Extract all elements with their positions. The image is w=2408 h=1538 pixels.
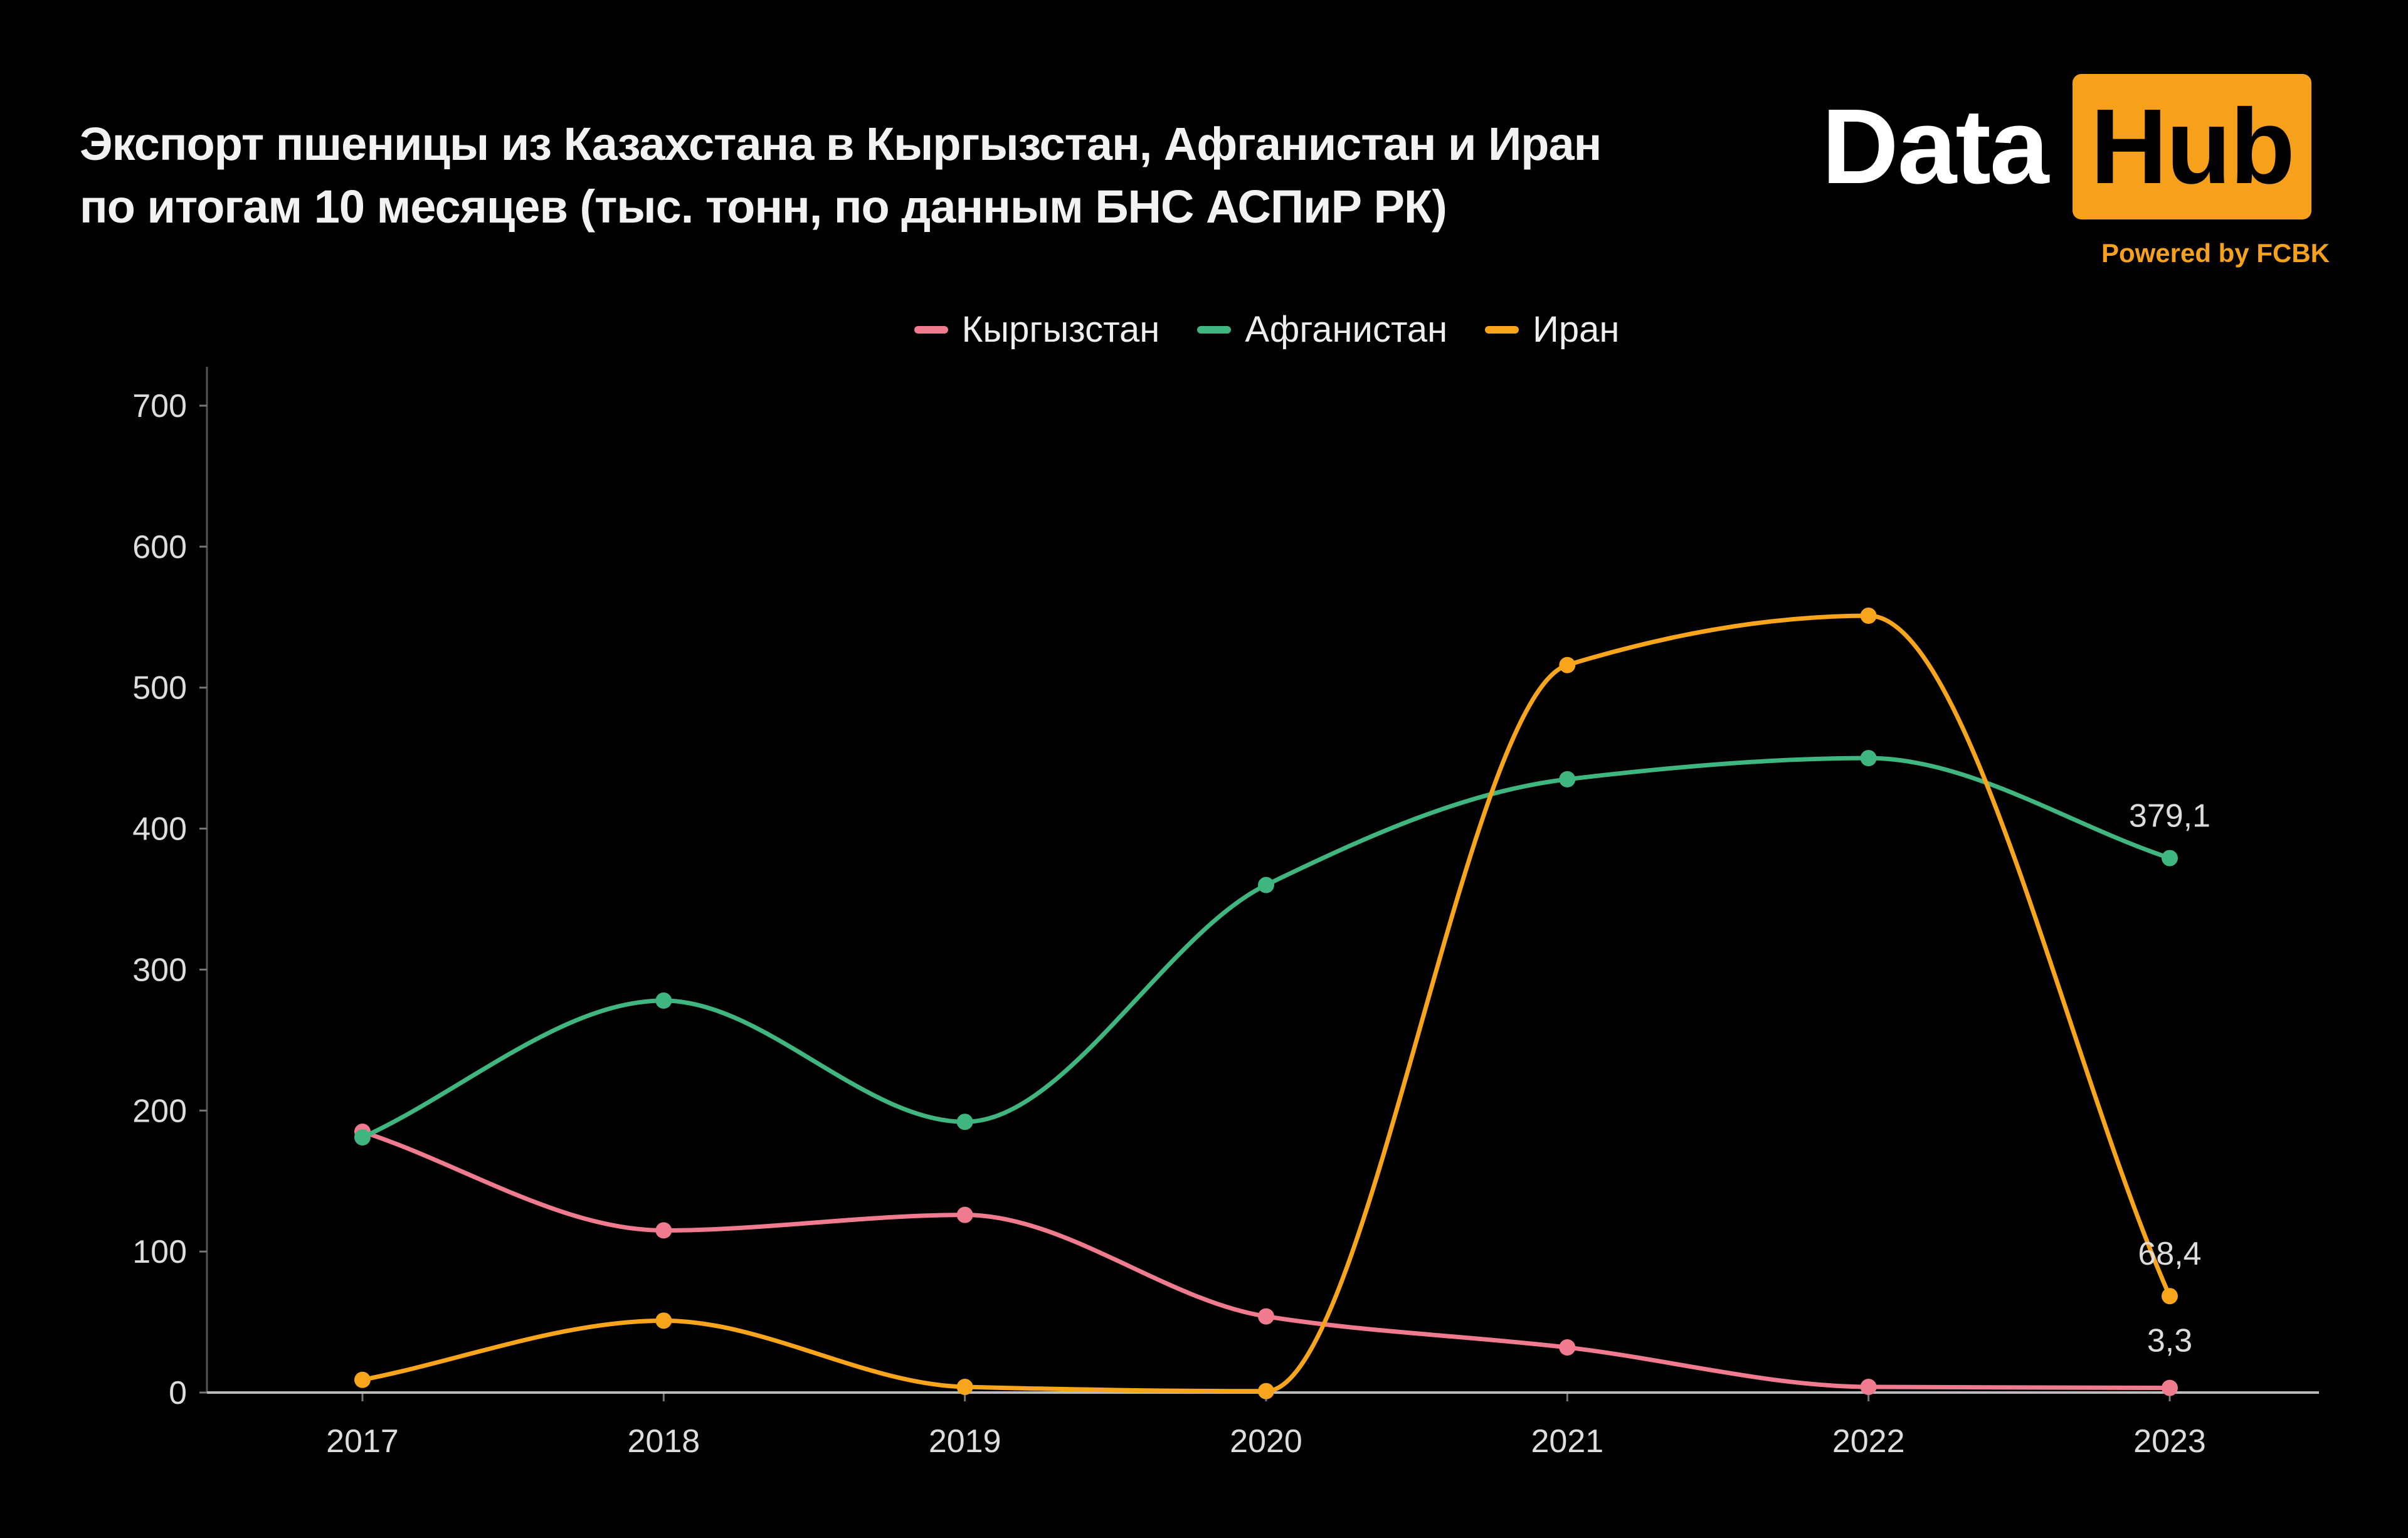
legend-swatch: [1197, 325, 1232, 334]
y-tick-label: 400: [132, 811, 187, 848]
y-tick-label: 500: [132, 670, 187, 707]
x-tick-label: 2023: [2133, 1423, 2206, 1460]
data-point: [956, 1114, 973, 1130]
data-point: [1860, 608, 1877, 624]
data-point: [1860, 750, 1877, 767]
data-point: [956, 1379, 973, 1396]
data-point: [655, 1312, 672, 1329]
data-point: [956, 1206, 973, 1223]
data-label: 3,3: [2147, 1323, 2192, 1359]
data-point: [1860, 1379, 1877, 1396]
legend-label: Кыргызстан: [961, 309, 1160, 350]
data-point: [1559, 771, 1576, 787]
data-point: [655, 1222, 672, 1239]
logo-tagline: Powered by FCBK: [2101, 238, 2330, 268]
y-tick-label: 600: [132, 529, 187, 566]
logo-word-hub: Hub: [2073, 74, 2311, 219]
chart-title: Экспорт пшеницы из Казахстана в Кыргызст…: [80, 113, 1602, 238]
legend-item[interactable]: Иран: [1485, 308, 1619, 350]
legend-item[interactable]: Афганистан: [1197, 308, 1447, 350]
series-line: [360, 1129, 2172, 1391]
data-point: [2162, 1379, 2178, 1396]
legend: Кыргызстан Афганистан Иран: [0, 308, 2408, 350]
logo-word-data: Data: [1822, 87, 2049, 206]
x-tick-label: 2019: [929, 1423, 1001, 1460]
series-line: [360, 613, 2172, 1394]
y-tick-label: 300: [132, 952, 187, 988]
y-tick-label: 0: [169, 1375, 187, 1411]
title-line-2: по итогам 10 месяцев (тыс. тонн, по данн…: [80, 181, 1447, 233]
data-point: [354, 1371, 371, 1388]
legend-swatch: [914, 325, 948, 334]
y-tick-label: 100: [132, 1234, 187, 1270]
data-point: [1258, 1383, 1274, 1399]
x-tick-label: 2020: [1230, 1423, 1302, 1460]
data-point: [1258, 1308, 1274, 1325]
datahub-logo: Data Hub: [1822, 74, 2311, 219]
x-tick-label: 2021: [1531, 1423, 1603, 1460]
data-label: 68,4: [2138, 1236, 2201, 1272]
x-tick-label: 2022: [1832, 1423, 1905, 1460]
legend-label: Афганистан: [1245, 309, 1448, 350]
data-point: [1258, 877, 1274, 893]
y-tick-label: 200: [132, 1093, 187, 1129]
data-point: [2162, 1288, 2178, 1305]
data-point: [1559, 656, 1576, 673]
data-point: [2162, 850, 2178, 866]
y-tick-label: 700: [132, 388, 187, 424]
data-point: [1559, 1339, 1576, 1356]
series-line: [360, 756, 2172, 1140]
data-point: [655, 992, 672, 1009]
data-point: [354, 1129, 371, 1146]
data-label: 379,1: [2129, 798, 2210, 835]
legend-label: Иран: [1533, 309, 1620, 350]
x-tick-label: 2017: [326, 1423, 399, 1460]
x-tick-label: 2018: [627, 1423, 700, 1460]
title-line-1: Экспорт пшеницы из Казахстана в Кыргызст…: [80, 118, 1602, 170]
legend-swatch: [1485, 325, 1519, 334]
legend-item[interactable]: Кыргызстан: [914, 308, 1160, 350]
